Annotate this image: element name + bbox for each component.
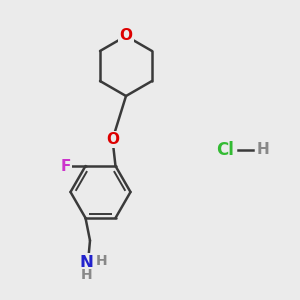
Text: O: O	[119, 28, 133, 44]
Text: H: H	[81, 268, 93, 282]
Text: N: N	[79, 254, 93, 272]
Text: O: O	[106, 132, 119, 147]
Text: H: H	[256, 142, 269, 158]
Text: H: H	[96, 254, 108, 268]
Text: F: F	[61, 158, 71, 173]
Text: Cl: Cl	[216, 141, 234, 159]
